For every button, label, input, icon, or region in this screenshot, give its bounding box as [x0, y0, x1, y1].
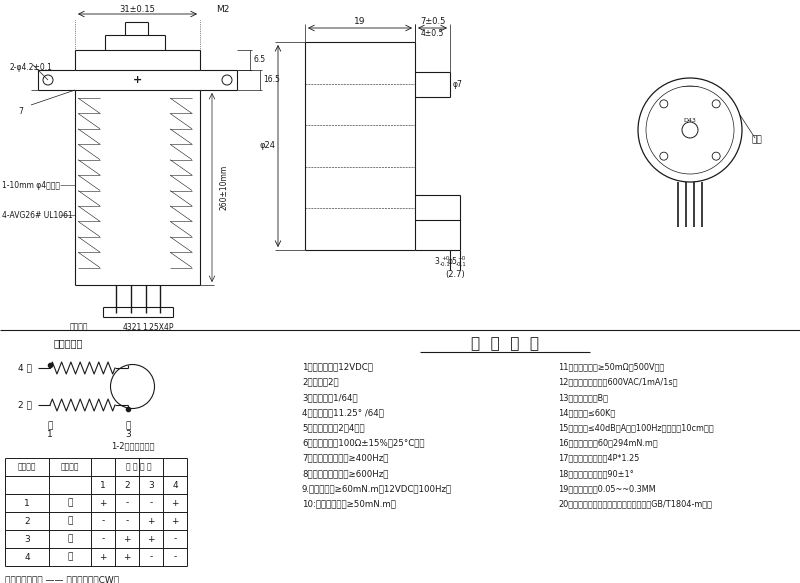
Text: +: + [99, 498, 106, 507]
Text: (2.7): (2.7) [445, 271, 465, 279]
Text: 8、空载牵出频率：≥600Hz；: 8、空载牵出频率：≥600Hz； [302, 469, 388, 478]
Text: 16.5: 16.5 [263, 76, 281, 85]
Text: +0: +0 [441, 257, 449, 262]
Text: 1: 1 [47, 430, 53, 439]
Text: +0: +0 [457, 257, 465, 262]
Text: 13、绝缘等级：B；: 13、绝缘等级：B； [558, 393, 608, 402]
Text: 1-10mm φ4热缩管: 1-10mm φ4热缩管 [2, 181, 60, 189]
Text: 1: 1 [24, 498, 30, 507]
Text: 商标: 商标 [752, 135, 762, 145]
Text: 6.5: 6.5 [254, 55, 266, 65]
Text: 黄: 黄 [67, 535, 73, 543]
Text: +: + [99, 553, 106, 561]
Text: 接线示意图: 接线示意图 [54, 338, 82, 348]
Text: M2: M2 [216, 5, 229, 13]
Text: -: - [150, 498, 153, 507]
Text: 2 粉: 2 粉 [18, 401, 32, 409]
Text: 7±0.5: 7±0.5 [420, 16, 445, 26]
Text: -0.1: -0.1 [440, 262, 450, 266]
Text: 橙黄粉蓝: 橙黄粉蓝 [70, 322, 89, 332]
Text: 橙: 橙 [67, 553, 73, 561]
Text: 14、温升：≤60K；: 14、温升：≤60K； [558, 408, 615, 417]
Text: -: - [126, 517, 129, 525]
Text: 31±0.15: 31±0.15 [119, 5, 155, 13]
Text: -0.1: -0.1 [456, 262, 466, 266]
Text: 1: 1 [100, 480, 106, 490]
Text: 连线序号: 连线序号 [18, 462, 36, 472]
Text: 3、减速比：1/64；: 3、减速比：1/64； [302, 393, 358, 402]
Text: 黄: 黄 [126, 421, 130, 430]
Text: 11、绝缘电阻：≥50mΩ（500V）；: 11、绝缘电阻：≥50mΩ（500V）； [558, 363, 664, 371]
Text: 7: 7 [18, 107, 23, 117]
Text: -: - [102, 517, 105, 525]
Text: 10:自定位转矩：≥50mN.m；: 10:自定位转矩：≥50mN.m； [302, 499, 396, 508]
Text: 4-AVG26# UL1061: 4-AVG26# UL1061 [2, 210, 73, 220]
Text: 4: 4 [172, 480, 178, 490]
Text: 12、绝缘介电强度：600VAC/1mA/1s；: 12、绝缘介电强度：600VAC/1mA/1s； [558, 378, 678, 387]
Text: 1.25X4P: 1.25X4P [142, 322, 174, 332]
Text: +: + [171, 517, 178, 525]
Text: 蓝: 蓝 [47, 421, 53, 430]
Text: -: - [126, 498, 129, 507]
Text: 导线颜色: 导线颜色 [61, 462, 79, 472]
Text: 19、轴向间隙：0.05~~0.3MM: 19、轴向间隙：0.05~~0.3MM [558, 484, 656, 493]
Text: 4: 4 [24, 553, 30, 561]
Text: 17、端子引角规格：4P*1.25: 17、端子引角规格：4P*1.25 [558, 454, 639, 463]
Text: 4、步距角：11.25° /64；: 4、步距角：11.25° /64； [302, 408, 384, 417]
Text: 19: 19 [354, 16, 366, 26]
Text: +: + [123, 553, 130, 561]
Text: -: - [102, 535, 105, 543]
Text: -: - [174, 553, 177, 561]
Text: +: + [147, 517, 154, 525]
Text: 分 配 顺 序: 分 配 顺 序 [126, 462, 152, 472]
Text: 16、摩擦力矩：60～294mN.m；: 16、摩擦力矩：60～294mN.m； [558, 438, 658, 448]
Text: 6、直流电阻：100Ω±15%（25°C）；: 6、直流电阻：100Ω±15%（25°C）； [302, 438, 425, 448]
Text: +: + [133, 75, 142, 85]
Text: φ7: φ7 [453, 80, 463, 89]
Text: 5、驱动方式：2相4拍；: 5、驱动方式：2相4拍； [302, 423, 365, 433]
Text: 20、括号内尺寸为参考尺寸，未注公差按GB/T1804-m级。: 20、括号内尺寸为参考尺寸，未注公差按GB/T1804-m级。 [558, 499, 712, 508]
Text: 18、输出轴垂直度：90±1°: 18、输出轴垂直度：90±1° [558, 469, 634, 478]
Text: φ24: φ24 [259, 142, 275, 150]
Text: -: - [150, 553, 153, 561]
Text: 1、额定电压：12VDC；: 1、额定电压：12VDC； [302, 363, 373, 371]
Text: 技  术  要  求: 技 术 要 求 [471, 336, 539, 352]
Text: 2: 2 [124, 480, 130, 490]
Text: +: + [123, 535, 130, 543]
Text: 4 橙: 4 橙 [18, 363, 32, 373]
Text: 3: 3 [434, 258, 439, 266]
Text: 4±0.5: 4±0.5 [421, 30, 444, 38]
Text: φ5: φ5 [448, 258, 458, 266]
Text: 从输出轴方向看 —— 顺时针方向（CW）: 从输出轴方向看 —— 顺时针方向（CW） [5, 575, 119, 583]
Text: 9.牵入转矩：≥60mN.m（12VDC，100Hz）: 9.牵入转矩：≥60mN.m（12VDC，100Hz） [302, 484, 452, 493]
Text: 3: 3 [125, 430, 131, 439]
Text: 蓝: 蓝 [67, 498, 73, 507]
Text: 3: 3 [148, 480, 154, 490]
Text: 2、相数：2；: 2、相数：2； [302, 378, 338, 387]
Text: 1-2相励磁顺序表: 1-2相励磁顺序表 [110, 441, 154, 450]
Text: D43: D43 [683, 118, 697, 122]
Text: +: + [171, 498, 178, 507]
Text: +: + [147, 535, 154, 543]
Text: 2-φ4.2±0.1: 2-φ4.2±0.1 [10, 64, 53, 72]
Text: 260±10mm: 260±10mm [219, 165, 229, 210]
Text: 3: 3 [24, 535, 30, 543]
Text: -: - [174, 535, 177, 543]
Text: 7、空载牵入频率：≥400Hz；: 7、空载牵入频率：≥400Hz； [302, 454, 388, 463]
Text: 4321: 4321 [123, 322, 142, 332]
Text: 粉: 粉 [67, 517, 73, 525]
Text: 2: 2 [24, 517, 30, 525]
Text: 15、噪声：≤40dB（A）（100Hz，空载，10cm）；: 15、噪声：≤40dB（A）（100Hz，空载，10cm）； [558, 423, 714, 433]
